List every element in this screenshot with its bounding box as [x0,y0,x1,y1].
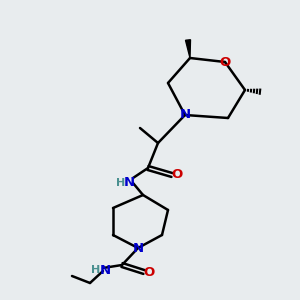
Text: N: N [179,109,191,122]
Text: N: N [123,176,135,190]
Text: N: N [132,242,144,254]
Polygon shape [185,40,190,58]
Text: H: H [92,265,100,275]
Text: O: O [171,169,183,182]
Text: O: O [219,56,231,68]
Text: N: N [99,263,111,277]
Text: O: O [143,266,155,278]
Text: H: H [116,178,126,188]
